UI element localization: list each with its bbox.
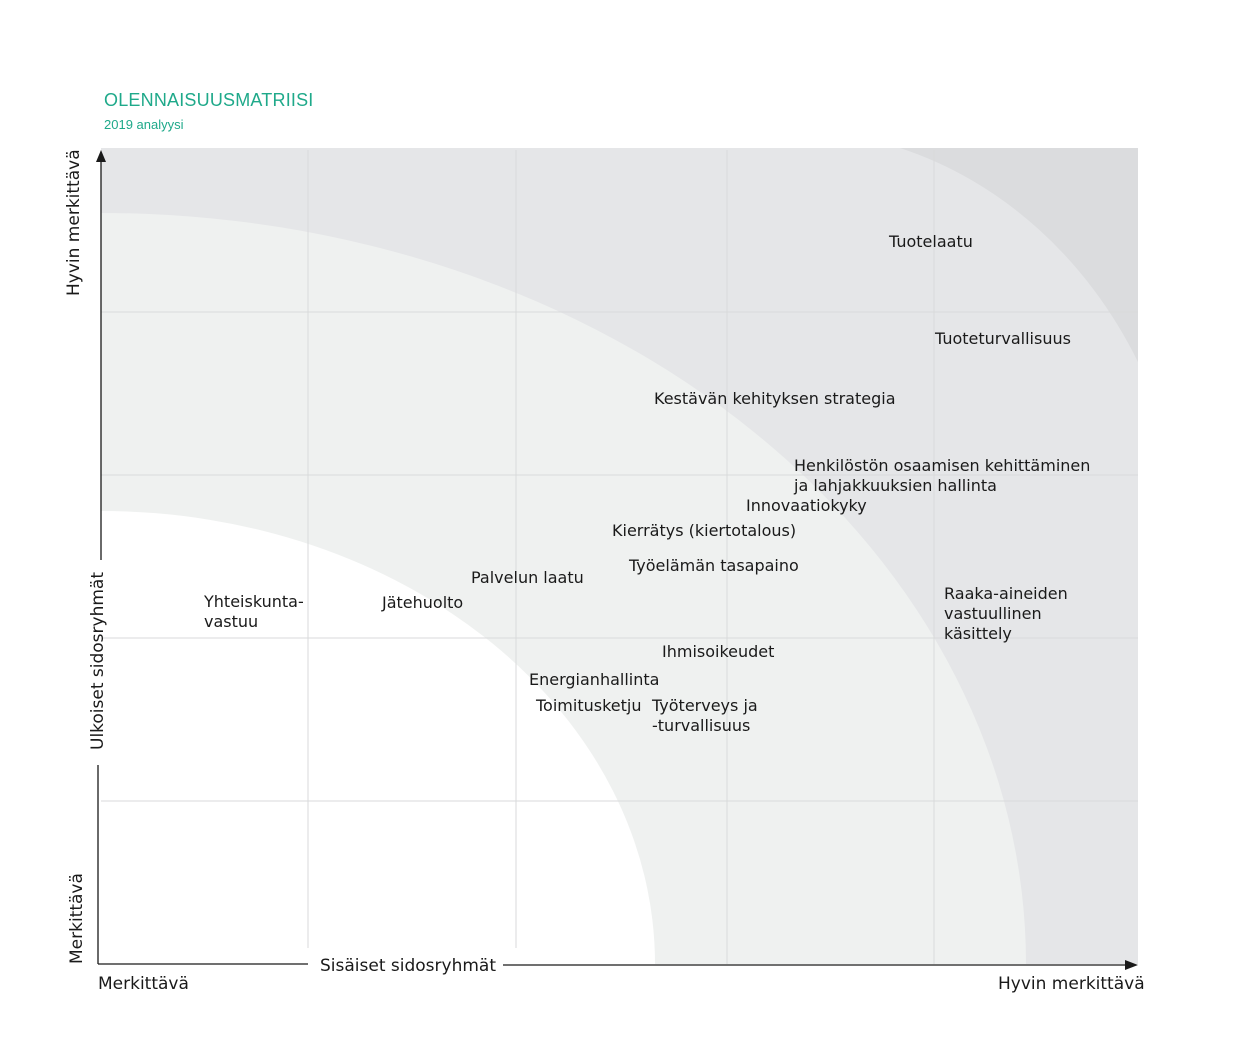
topic-jatehuolto: Jätehuolto — [382, 593, 464, 612]
topic-kestavan-kehityksen-strategia: Kestävän kehityksen strategia — [654, 389, 896, 408]
axes — [97, 160, 1128, 966]
topic-tyoelaman-tasapaino: Työelämän tasapaino — [629, 556, 799, 575]
y-axis-high-label: Hyvin merkittävä — [64, 149, 84, 296]
topic-palvelun-laatu: Palvelun laatu — [471, 568, 584, 587]
x-axis-low-label: Merkittävä — [98, 974, 189, 994]
y-axis-low-label: Merkittävä — [67, 873, 87, 964]
x-axis-high-label: Hyvin merkittävä — [998, 974, 1145, 994]
zone-top — [900, 148, 1138, 362]
page-title: OLENNAISUUSMATRIISI — [104, 90, 314, 110]
y-axis-title: Ulkoiset sidosryhmät — [88, 571, 108, 750]
topic-yhteiskuntavastuu: Yhteiskunta- vastuu — [204, 592, 304, 631]
topic-tyoterveys: Työterveys ja -turvallisuus — [652, 696, 758, 735]
topic-ihmisoikeudet: Ihmisoikeudet — [662, 642, 775, 661]
topic-innovaatiokyky: Innovaatiokyky — [746, 496, 867, 515]
topic-energianhallinta: Energianhallinta — [529, 670, 660, 689]
topic-toimitusketju: Toimitusketju — [536, 696, 642, 715]
topic-tuotelaatu: Tuotelaatu — [889, 232, 973, 251]
topic-tuoteturvallisuus: Tuoteturvallisuus — [935, 329, 1071, 348]
x-axis-arrow-icon — [1125, 960, 1138, 970]
x-axis-title: Sisäiset sidosryhmät — [320, 956, 496, 976]
page-subtitle: 2019 analyysi — [104, 117, 184, 132]
grid — [101, 150, 1138, 964]
topic-kierratys: Kierrätys (kiertotalous) — [612, 521, 797, 540]
topic-raaka-aineiden-kasittely: Raaka-aineiden vastuullinen käsittely — [944, 584, 1068, 643]
y-axis-arrow-icon — [96, 150, 106, 162]
topic-henkiloston-osaaminen: Henkilöstön osaamisen kehittäminen ja la… — [794, 456, 1091, 495]
